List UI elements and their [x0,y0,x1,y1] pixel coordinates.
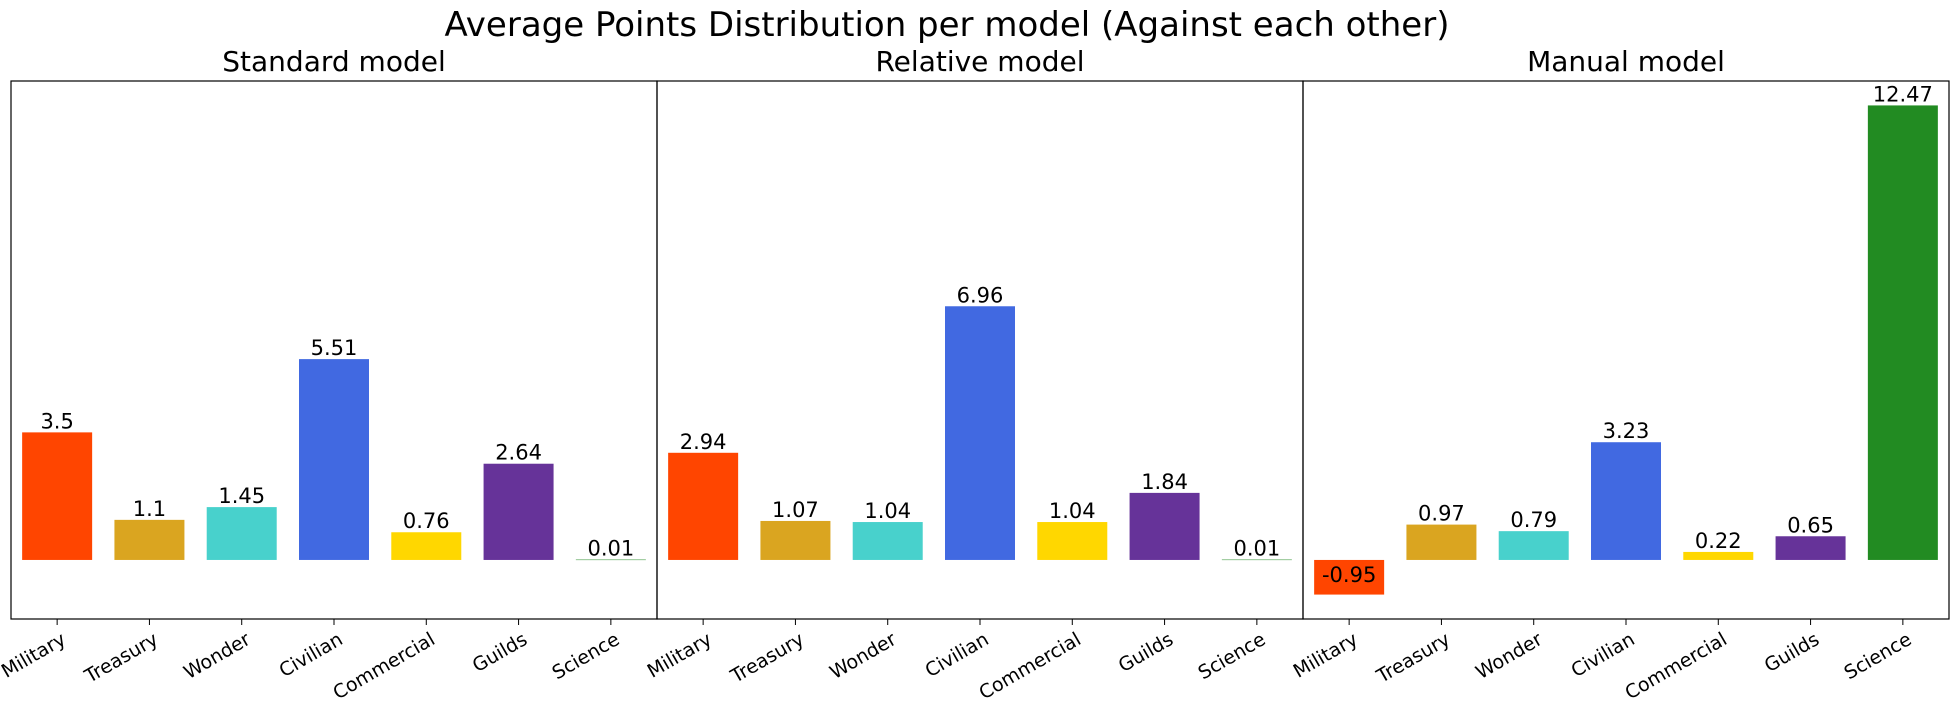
x-tick-label: Military [0,628,70,682]
value-label: 2.94 [680,430,727,454]
x-tick-label: Science [549,628,624,684]
x-tick-label: Military [1290,628,1362,682]
value-label: 0.97 [1418,502,1465,526]
bar-treasury [760,520,831,560]
panel-relative-model: Relative model 2.94 1.07 1.04 6.96 1.04 1.84 0.… [644,45,1304,704]
x-tick-label: Civilian [275,628,346,682]
bar-science [1221,559,1292,561]
value-label: 1.84 [1141,470,1188,494]
value-label: 3.5 [40,409,73,433]
bar-commercial [1683,551,1754,560]
value-label: 0.65 [1787,513,1834,537]
bar-military [1314,559,1385,595]
bar-wonder [206,507,277,560]
value-label: -0.95 [1322,563,1376,587]
x-tick-label: Treasury [1372,628,1454,688]
bar-commercial [1037,522,1108,560]
value-label: 3.23 [1603,419,1650,443]
value-label: 0.01 [1233,537,1280,561]
panel-manual-model: Manual model -0.95 0.97 0.79 3.23 0.22 0.65 12.… [1290,45,1950,704]
panel-title: Relative model [875,45,1084,78]
x-tick-label: Military [644,628,716,682]
x-tick-label: Commercial [1621,628,1730,704]
x-tick-label: Treasury [80,628,162,688]
value-label: 1.1 [133,497,166,521]
bar-guilds [1129,492,1200,560]
bar-treasury [1406,524,1477,560]
value-label: 0.01 [587,537,634,561]
x-tick-label: Wonder [1472,628,1546,684]
x-tick-label: Civilian [921,628,992,682]
bar-civilian [1591,442,1661,560]
bar-treasury [114,519,185,560]
value-label: 1.04 [864,499,911,523]
x-tick-label: Guilds [1115,628,1177,677]
value-label: 1.07 [772,498,819,522]
panel-title: Manual model [1527,45,1725,78]
x-tick-label: Commercial [329,628,438,704]
panel-standard-model: Standard model 3.5 1.1 1.45 5.51 0.76 2.64 0.01… [0,45,658,704]
bar-wonder [1498,531,1569,560]
x-tick-label: Treasury [726,628,808,688]
bar-wonder [852,522,923,560]
bar-commercial [391,532,462,560]
x-tick-label: Civilian [1567,628,1638,682]
bar-science [1867,105,1938,560]
x-tick-label: Guilds [1761,628,1823,677]
bar-military [668,452,739,560]
value-label: 6.96 [957,283,1004,307]
chart-panels: Standard model 3.5 1.1 1.45 5.51 0.76 2.64 0.01… [0,45,1950,704]
x-tick-label: Wonder [180,628,254,684]
bar-civilian [299,359,369,560]
x-tick-label: Wonder [826,628,900,684]
value-label: 0.79 [1510,508,1557,532]
value-label: 1.45 [218,484,265,508]
value-label: 12.47 [1873,82,1933,106]
figure-title: Average Points Distribution per model (A… [445,5,1450,45]
x-tick-label: Science [1195,628,1270,684]
bar-military [22,432,93,560]
value-label: 0.22 [1695,529,1742,553]
value-label: 1.04 [1049,499,1096,523]
bar-civilian [945,306,1015,560]
x-tick-label: Science [1841,628,1916,684]
bar-science [575,559,646,561]
value-label: 2.64 [495,441,542,465]
bar-guilds [483,463,554,560]
value-label: 0.76 [403,509,450,533]
panel-title: Standard model [222,45,445,78]
x-tick-label: Commercial [975,628,1084,704]
value-label: 5.51 [311,336,358,360]
x-tick-label: Guilds [469,628,531,677]
bar-guilds [1775,536,1846,560]
